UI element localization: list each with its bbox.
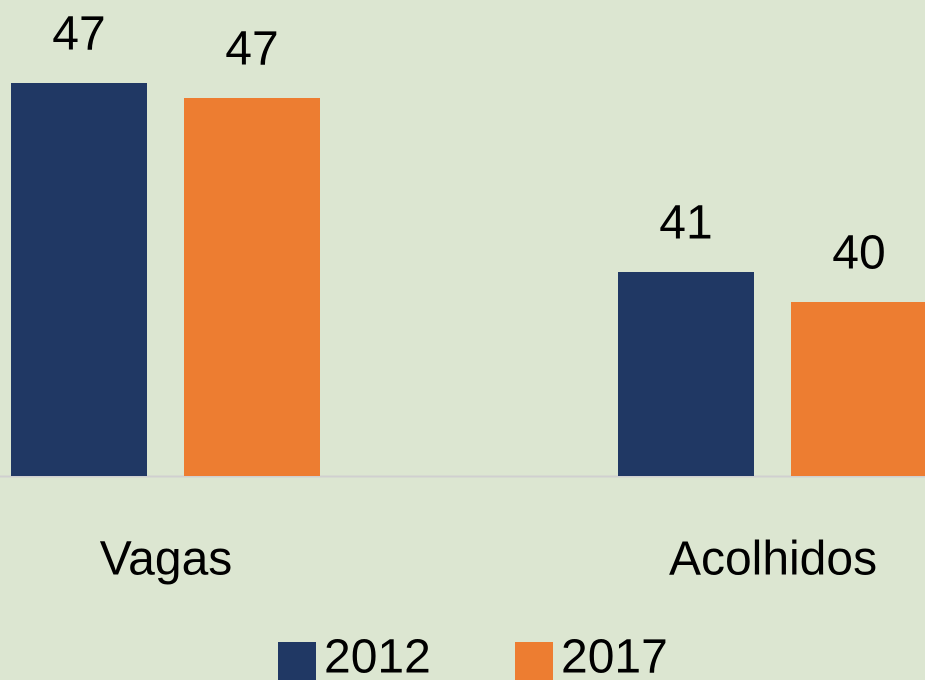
x-tick-label: Vagas [100, 533, 233, 586]
legend-swatch [278, 642, 316, 680]
bar [11, 83, 147, 476]
data-label: 47 [52, 8, 105, 61]
x-tick-label: Acolhidos [669, 533, 877, 586]
bar [618, 272, 754, 476]
bar [184, 98, 320, 476]
legend-label: 2017 [561, 631, 668, 680]
legend-swatch [515, 642, 553, 680]
data-label: 47 [225, 23, 278, 76]
legend-label: 2012 [324, 631, 431, 680]
data-label: 41 [659, 197, 712, 250]
data-label: 40 [832, 227, 885, 280]
bar [791, 302, 925, 476]
